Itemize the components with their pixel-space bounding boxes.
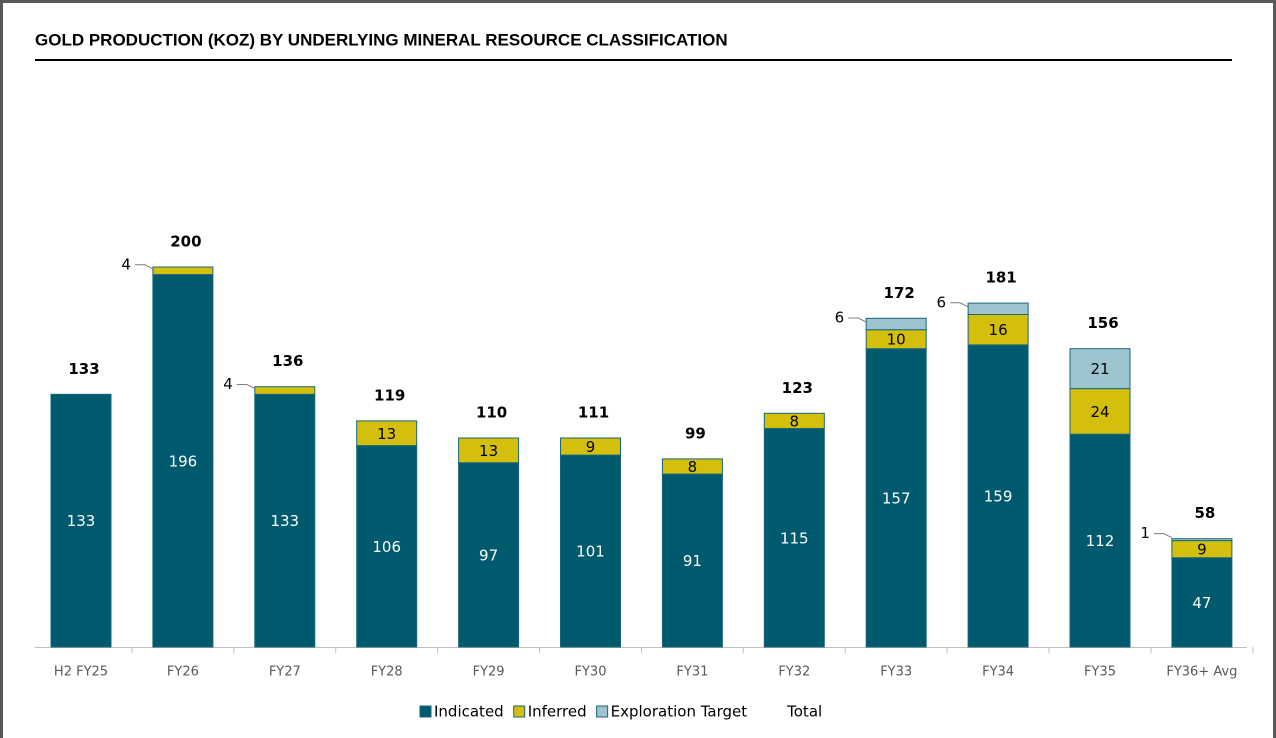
total-label: 181 — [985, 269, 1016, 287]
bar-segment — [1069, 348, 1131, 390]
total-label: 133 — [68, 360, 99, 378]
bar-segment — [152, 274, 214, 648]
bar-segment — [560, 437, 621, 456]
data-label: 133 — [67, 512, 96, 530]
data-label: 133 — [270, 512, 299, 530]
bar-segment — [661, 458, 723, 475]
bar-segment — [1069, 433, 1131, 648]
bar-segment — [50, 393, 112, 648]
x-tick-label: H2 FY25 — [54, 665, 108, 680]
bar-segment — [356, 420, 418, 447]
data-label: 21 — [1090, 360, 1109, 378]
bar-segment — [661, 473, 723, 648]
data-label: 101 — [576, 543, 605, 561]
bar-segment — [1069, 388, 1131, 435]
data-label: 24 — [1090, 403, 1109, 421]
total-label: 119 — [374, 386, 405, 404]
data-label: 6 — [937, 293, 947, 311]
x-tick-label: FY29 — [473, 665, 505, 680]
bar-segment — [967, 302, 1029, 316]
data-label: 9 — [1197, 541, 1207, 559]
data-label: 8 — [688, 458, 698, 476]
total-label: 136 — [272, 352, 303, 370]
bar-segment — [763, 428, 825, 648]
data-label: 47 — [1192, 594, 1211, 612]
x-tick-label: FY27 — [269, 665, 301, 680]
legend-swatch — [513, 705, 526, 718]
callout-line — [1153, 533, 1173, 539]
data-label: 9 — [586, 438, 596, 456]
bar-segment — [560, 454, 621, 648]
x-tick-label: FY33 — [880, 665, 912, 680]
bar-segment — [254, 393, 316, 648]
data-label: 1 — [1140, 524, 1150, 542]
data-label: 97 — [479, 546, 498, 564]
total-label: 200 — [170, 233, 201, 251]
callout-line — [950, 302, 969, 308]
total-label: 99 — [685, 424, 706, 442]
legend-label: Indicated — [434, 703, 504, 721]
bar-segment — [254, 386, 316, 395]
bar-segment — [967, 314, 1029, 346]
data-label: 13 — [479, 442, 498, 460]
data-label: 91 — [683, 552, 702, 570]
x-tick-label: FY32 — [778, 665, 810, 680]
data-label: 159 — [984, 487, 1013, 505]
callout-line — [848, 317, 867, 323]
x-tick-label: FY31 — [676, 665, 708, 680]
x-tick-label: FY30 — [575, 665, 607, 680]
bar-segment — [458, 437, 520, 464]
bar-segment — [1171, 557, 1233, 648]
bar-segment — [356, 445, 418, 648]
chart-title: GOLD PRODUCTION (KOZ) BY UNDERLYING MINE… — [35, 30, 728, 49]
legend-label: Exploration Target — [611, 703, 748, 721]
legend-label: Inferred — [528, 703, 587, 721]
data-label: 8 — [790, 412, 800, 430]
legend-swatch — [419, 705, 432, 718]
data-label: 10 — [887, 331, 906, 349]
data-label: 13 — [377, 425, 396, 443]
total-label: 58 — [1194, 504, 1215, 522]
data-label: 16 — [989, 321, 1008, 339]
x-tick-label: FY36+ Avg — [1166, 665, 1237, 680]
legend-swatch — [596, 705, 609, 718]
bar-segment — [152, 266, 214, 276]
callout-line — [134, 264, 154, 270]
x-tick-label: FY35 — [1084, 665, 1116, 680]
x-tick-label: FY26 — [167, 665, 199, 680]
data-label: 106 — [372, 538, 401, 556]
callout-line — [236, 384, 256, 389]
x-tick-label: FY34 — [982, 665, 1014, 680]
total-label: 110 — [476, 404, 507, 422]
total-label: 123 — [782, 379, 813, 397]
data-label: 112 — [1086, 532, 1115, 550]
x-tick-label: FY28 — [371, 665, 403, 680]
total-label: 111 — [578, 404, 609, 422]
legend-label: Total — [786, 703, 822, 721]
bar-segment — [763, 412, 825, 429]
data-label: 6 — [835, 309, 845, 327]
data-label: 115 — [780, 529, 809, 547]
data-label: 196 — [169, 452, 198, 470]
data-label: 4 — [223, 375, 233, 393]
bar-segment — [1171, 538, 1233, 542]
total-label: 172 — [884, 284, 915, 302]
bar-segment — [967, 344, 1029, 648]
bar-segment — [865, 317, 927, 331]
data-label: 4 — [121, 255, 131, 273]
total-label: 156 — [1087, 314, 1118, 332]
data-label: 157 — [882, 489, 911, 507]
